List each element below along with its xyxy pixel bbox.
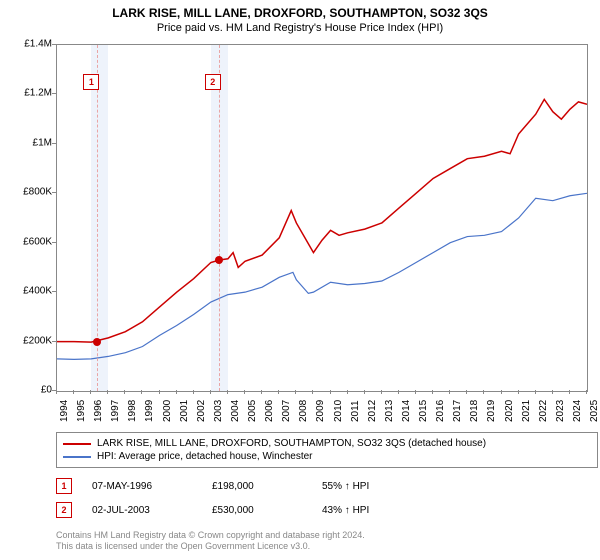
chart-title: LARK RISE, MILL LANE, DROXFORD, SOUTHAMP…: [0, 0, 600, 20]
ytick-label: £600K: [2, 236, 52, 247]
xtick-label: 2024: [572, 400, 583, 422]
legend-label: LARK RISE, MILL LANE, DROXFORD, SOUTHAMP…: [97, 438, 486, 449]
xtick-label: 2022: [538, 400, 549, 422]
ytick-label: £1.2M: [2, 88, 52, 99]
event-row-1: 1 07-MAY-1996 £198,000 55% ↑ HPI: [56, 478, 586, 494]
footer-line-2: This data is licensed under the Open Gov…: [56, 541, 365, 552]
xtick-label: 1994: [59, 400, 70, 422]
xtick-label: 2020: [504, 400, 515, 422]
legend-row: HPI: Average price, detached house, Winc…: [63, 450, 591, 463]
xtick-label: 2001: [179, 400, 190, 422]
footer-line-1: Contains HM Land Registry data © Crown c…: [56, 530, 365, 541]
xtick-label: 2015: [418, 400, 429, 422]
chart-svg: [57, 45, 587, 391]
xtick-label: 2025: [589, 400, 600, 422]
event-price-1: £198,000: [212, 481, 322, 492]
xtick-label: 2014: [401, 400, 412, 422]
xtick-label: 2017: [452, 400, 463, 422]
xtick-label: 2000: [162, 400, 173, 422]
xtick-label: 2021: [521, 400, 532, 422]
xtick-label: 1995: [76, 400, 87, 422]
plot-area: [56, 44, 588, 392]
ytick-label: £1.4M: [2, 39, 52, 50]
ytick-label: £400K: [2, 286, 52, 297]
xtick-label: 2012: [367, 400, 378, 422]
chart-subtitle: Price paid vs. HM Land Registry's House …: [0, 20, 600, 38]
event-price-2: £530,000: [212, 505, 322, 516]
event-marker-1: 1: [56, 478, 72, 494]
legend-label: HPI: Average price, detached house, Winc…: [97, 451, 313, 462]
event-row-2: 2 02-JUL-2003 £530,000 43% ↑ HPI: [56, 502, 586, 518]
legend-swatch: [63, 443, 91, 445]
xtick-label: 2009: [315, 400, 326, 422]
event-dot: [93, 338, 101, 346]
ytick-label: £200K: [2, 335, 52, 346]
xtick-label: 2011: [350, 400, 361, 422]
event-pct-1: 55% ↑ HPI: [322, 481, 369, 492]
xtick-label: 2010: [333, 400, 344, 422]
xtick-label: 1996: [93, 400, 104, 422]
ytick-label: £1M: [2, 137, 52, 148]
xtick-label: 2006: [264, 400, 275, 422]
event-marker-2: 2: [56, 502, 72, 518]
ytick-label: £0: [2, 385, 52, 396]
series-hpi: [57, 193, 587, 359]
chart-marker-box: 2: [205, 74, 221, 90]
xtick-label: 2016: [435, 400, 446, 422]
ytick-label: £800K: [2, 187, 52, 198]
xtick-label: 2019: [486, 400, 497, 422]
xtick-label: 2007: [281, 400, 292, 422]
footer: Contains HM Land Registry data © Crown c…: [56, 530, 365, 552]
xtick-label: 1999: [144, 400, 155, 422]
event-date-1: 07-MAY-1996: [92, 481, 212, 492]
event-dot: [215, 256, 223, 264]
legend-row: LARK RISE, MILL LANE, DROXFORD, SOUTHAMP…: [63, 437, 591, 450]
xtick-label: 1997: [110, 400, 121, 422]
xtick-label: 2008: [298, 400, 309, 422]
xtick-label: 1998: [127, 400, 138, 422]
xtick-label: 2013: [384, 400, 395, 422]
xtick-label: 2003: [213, 400, 224, 422]
xtick-label: 2005: [247, 400, 258, 422]
xtick-label: 2004: [230, 400, 241, 422]
chart-marker-box: 1: [83, 74, 99, 90]
chart-container: LARK RISE, MILL LANE, DROXFORD, SOUTHAMP…: [0, 0, 600, 560]
series-price_paid: [57, 99, 587, 342]
legend-swatch: [63, 456, 91, 458]
xtick-label: 2018: [469, 400, 480, 422]
xtick-label: 2002: [196, 400, 207, 422]
event-pct-2: 43% ↑ HPI: [322, 505, 369, 516]
xtick-label: 2023: [555, 400, 566, 422]
event-vline: [219, 45, 220, 391]
legend: LARK RISE, MILL LANE, DROXFORD, SOUTHAMP…: [56, 432, 598, 468]
event-date-2: 02-JUL-2003: [92, 505, 212, 516]
